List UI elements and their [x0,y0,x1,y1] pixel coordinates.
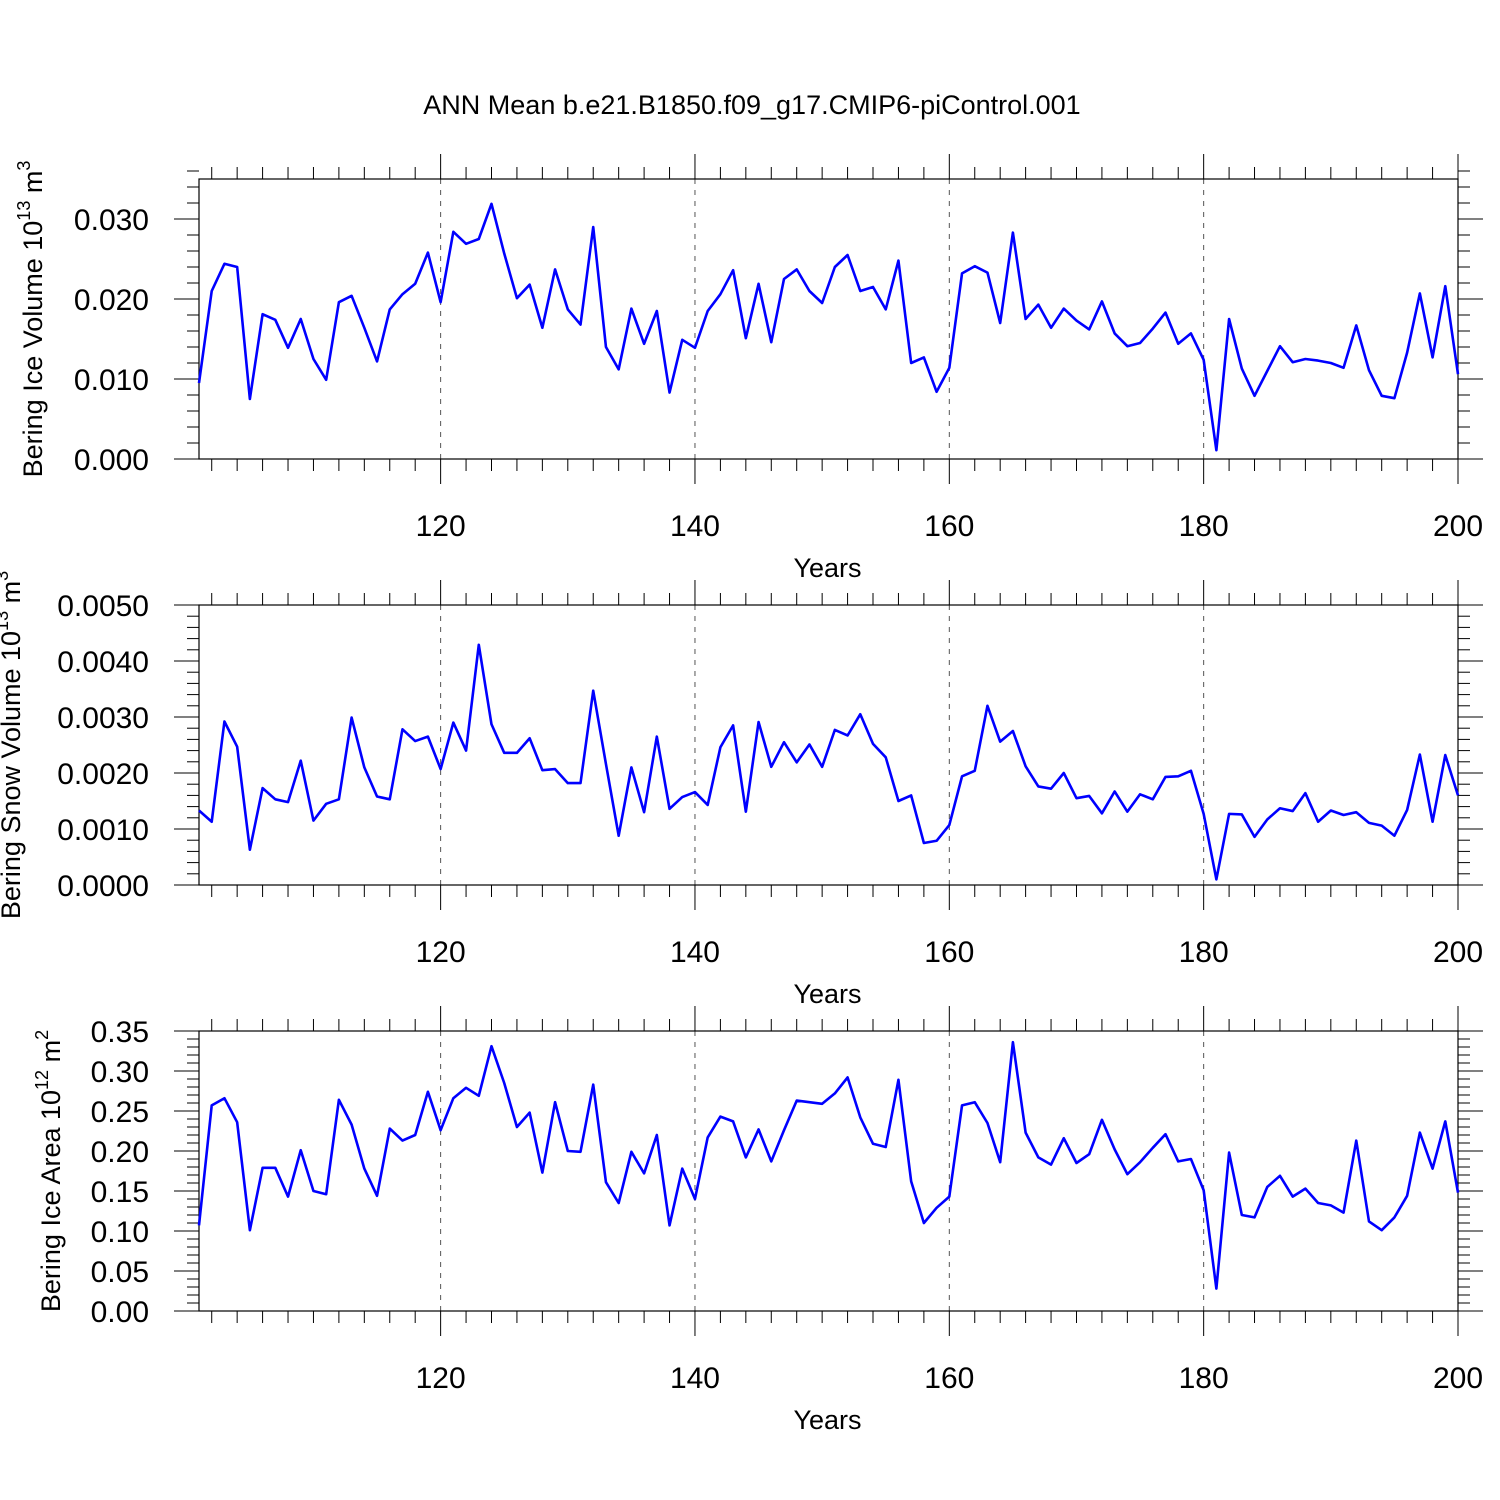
panel-3: 0.00 0.05 0.10 0.15 0.20 0.25 0.30 0.35 120 140 16… [32,1006,1483,1435]
x-tick-label: 120 [416,510,466,543]
y-tick-label: 0.05 [91,1256,149,1289]
x-axis-title: Years [793,979,861,1009]
y-axis-title: Bering Ice Volume 1013 m3 [14,161,48,478]
y-tick-label: 0.25 [91,1096,149,1129]
x-tick-label: 140 [670,1362,720,1395]
y-tick-label: 0.30 [91,1056,149,1089]
y-tick-label: 0.0040 [57,646,149,679]
series-line [197,1040,1460,1290]
x-tick-label: 160 [924,936,974,969]
y-axis-title-unit: m [18,171,48,201]
y-axis-title-text: Bering Ice Volume 10 [18,221,48,478]
y-tick-label: 0.0030 [57,702,149,735]
y-axis-title: Bering Ice Area 1012 m2 [32,1030,66,1312]
y-tick-label: 0.35 [91,1016,149,1049]
y-tick-label: 0.0010 [57,814,149,847]
y-axis-title-exponent: 13 [14,201,34,221]
y-axis-title-unit-exponent: 2 [32,1030,52,1040]
x-tick-label: 180 [1179,1362,1229,1395]
x-tick-label: 120 [416,1362,466,1395]
y-tick-label: 0.10 [91,1216,149,1249]
y-tick-label: 0.0000 [57,870,149,903]
panels: 0.000 0.010 0.020 0.030 120 140 160 180 200 Years… [0,154,1483,1435]
x-tick-label: 120 [416,936,466,969]
y-tick-label: 0.030 [74,204,149,237]
y-axis-title-unit-exponent: 3 [14,161,34,171]
x-axis-title: Years [793,1405,861,1435]
x-tick-label: 200 [1433,936,1483,969]
plot-frame [198,178,1459,460]
y-axis-title-exponent: 12 [32,1070,52,1090]
panel-2: 0.0000 0.0010 0.0020 0.0030 0.0040 0.0050 120 1… [0,571,1483,1009]
x-tick-label: 200 [1433,1362,1483,1395]
x-axis-title: Years [793,553,861,583]
y-tick-label: 0.15 [91,1176,149,1209]
plot-frame [198,604,1459,886]
plot-frame [198,1030,1459,1312]
x-tick-label: 200 [1433,510,1483,543]
x-tick-label: 140 [670,510,720,543]
y-tick-label: 0.0050 [57,590,149,623]
x-tick-label: 180 [1179,510,1229,543]
y-axis-title-unit: m [36,1040,66,1070]
y-axis-title-unit: m [0,581,26,611]
y-axis-title: Bering Snow Volume 1013 m3 [0,571,26,919]
x-tick-label: 160 [924,510,974,543]
series-line [198,643,1460,881]
y-axis-title-exponent: 13 [0,611,12,631]
y-tick-label: 0.000 [74,444,149,477]
y-tick-label: 0.00 [91,1296,149,1329]
y-tick-label: 0.20 [91,1136,149,1169]
x-tick-label: 180 [1179,936,1229,969]
y-axis-title-text: Bering Snow Volume 10 [0,631,26,919]
series-line [197,202,1460,452]
x-tick-label: 160 [924,1362,974,1395]
x-tick-label: 140 [670,936,720,969]
panel-1: 0.000 0.010 0.020 0.030 120 140 160 180 200 Years… [14,154,1483,583]
y-tick-label: 0.020 [74,284,149,317]
y-axis-title-text: Bering Ice Area 10 [36,1090,66,1312]
y-axis-title-unit-exponent: 3 [0,571,12,581]
y-tick-label: 0.0020 [57,758,149,791]
y-tick-label: 0.010 [74,364,149,397]
figure-title: ANN Mean b.e21.B1850.f09_g17.CMIP6-piCon… [423,90,1080,120]
